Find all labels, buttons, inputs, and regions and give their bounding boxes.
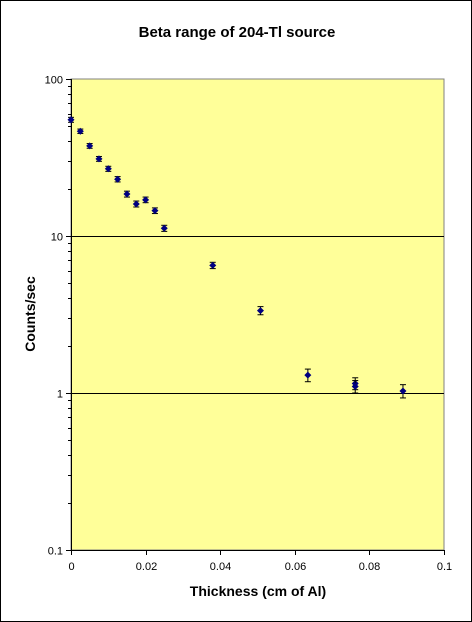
point-marker [67,116,75,124]
x-tick-label: 0 [68,561,74,573]
chart-title: Beta range of 204-Tl source [139,24,336,41]
data-point [114,175,122,183]
x-tick-label: 0.02 [136,561,157,573]
point-marker [142,196,150,204]
point-marker [104,165,112,173]
point-marker [76,127,84,135]
point-marker [256,307,264,315]
point-marker [114,175,122,183]
data-point [304,368,312,383]
x-tick-label: 0.06 [285,561,306,573]
data-point [123,190,131,198]
data-point [351,380,359,394]
data-point [256,306,264,316]
data-points [67,116,407,399]
point-marker [160,224,168,232]
point-marker [151,207,159,215]
data-point [151,207,159,215]
axes [66,79,445,555]
x-tick-label: 0.1 [437,561,452,573]
x-tick-labels: 0 0.02 0.04 0.06 0.08 0.1 [68,561,452,573]
y-axis-label: Counts/sec [22,276,38,352]
data-point [76,127,84,135]
y-tick-label: 1 [57,389,63,401]
data-point [67,116,75,124]
y-tick-label: 0.1 [48,546,63,558]
data-point [86,142,94,150]
data-point [399,384,407,399]
data-point [142,196,150,204]
y-tick-labels: 0.1 1 10 100 [45,75,63,558]
data-point [132,200,140,208]
data-point [160,224,168,232]
y-tick-label: 10 [51,232,63,244]
data-point [104,165,112,173]
point-marker [351,383,359,391]
data-point [209,261,217,270]
gridlines [71,236,444,394]
point-marker [95,155,103,163]
x-tick-label: 0.04 [210,561,231,573]
point-marker [132,200,140,208]
x-tick-label: 0.08 [359,561,380,573]
x-axis-label: Thickness (cm of Al) [190,583,326,599]
point-marker [304,371,312,379]
y-tick-label: 100 [45,75,63,87]
point-marker [86,142,94,150]
data-point [95,155,103,163]
point-marker [209,261,217,269]
point-marker [399,387,407,395]
point-marker [123,190,131,198]
